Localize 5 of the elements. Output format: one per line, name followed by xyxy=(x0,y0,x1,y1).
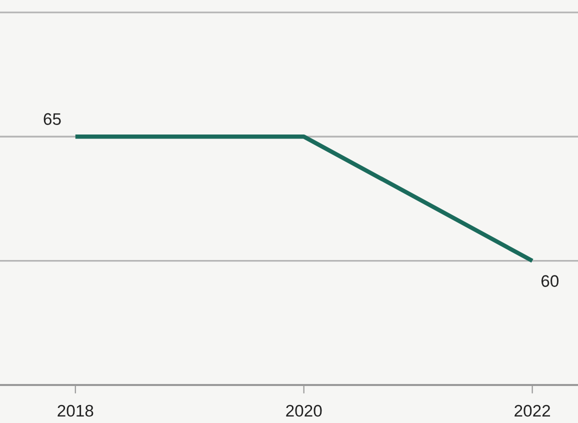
x-tick-label: 2020 xyxy=(286,404,322,417)
x-tick-label: 2022 xyxy=(514,404,550,417)
data-label: 60 xyxy=(541,275,559,287)
data-label: 65 xyxy=(44,113,61,125)
x-tick-label: 2018 xyxy=(58,404,94,417)
